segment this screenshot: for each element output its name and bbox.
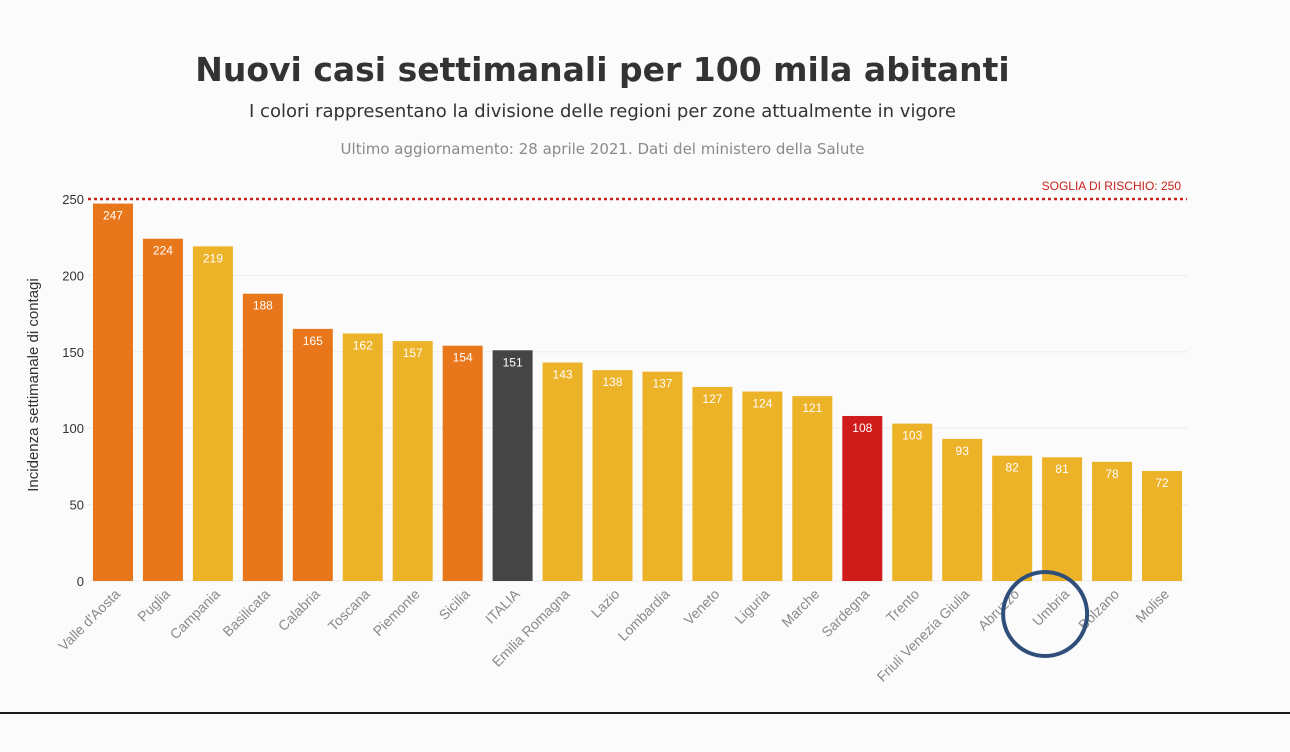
y-axis-label: Incidenza settimanale di contagi [25,278,42,491]
x-tick-label: Piemonte [370,586,423,639]
x-tick-label: Veneto [680,586,722,628]
bar-value-label: 137 [652,377,672,391]
y-tick-label: 250 [62,192,84,207]
bar-value-label: 247 [103,209,123,223]
bar [1042,457,1083,581]
x-tick-label: Valle d'Aosta [55,586,123,654]
bar [892,423,933,581]
x-tick-label: Liguria [731,586,772,627]
x-tick-label: Lombardia [615,586,673,644]
bar-value-label: 143 [553,367,573,381]
x-tick-label: Umbria [1029,586,1072,629]
bar-value-label: 219 [203,251,223,265]
x-tick-label: Campania [167,586,224,643]
bar [442,345,483,581]
highlight-circle [1001,570,1090,658]
bar-value-label: 72 [1155,476,1169,490]
y-tick-label: 100 [62,421,84,436]
y-tick-label: 200 [62,268,84,283]
bar-value-label: 151 [503,355,523,369]
bar-value-label: 157 [403,346,423,360]
y-tick-label: 0 [77,574,84,589]
bar [292,328,333,581]
bar [992,455,1033,581]
threshold-line: SOGLIA DI RISCHIO: 250 [88,179,1187,201]
bar [192,246,233,582]
bar-value-label: 124 [752,397,772,411]
bar-value-label: 138 [603,375,623,389]
bar [242,293,283,581]
y-axis-ticks: 0 50 100 150 200 250 [62,192,84,589]
bar-value-label: 82 [1005,461,1019,475]
chart-update-note: Ultimo aggiornamento: 28 aprile 2021. Da… [340,140,865,158]
bar-value-label: 224 [153,244,173,258]
y-tick-label: 50 [70,498,84,513]
bar [592,370,633,581]
bar [692,386,733,581]
bar [1142,470,1183,581]
bar-value-label: 162 [353,338,373,352]
bar [792,396,833,581]
bar-value-label: 154 [453,351,473,365]
bar [142,238,183,581]
bar [942,438,983,581]
bar-value-label: 108 [852,421,872,435]
x-tick-label: Lazio [588,586,623,621]
y-tick-label: 150 [62,345,84,360]
bar-value-label: 121 [802,401,822,415]
bar-value-label: 81 [1055,462,1069,476]
bar [642,371,683,581]
x-tick-label: Abruzzo [975,586,1023,634]
chart-title: Nuovi casi settimanali per 100 mila abit… [195,50,1010,89]
bottom-rule [0,712,1290,714]
chart-subtitle: I colori rappresentano la divisione dell… [249,101,956,122]
bar [842,415,883,581]
x-tick-label: Basilicata [219,586,273,640]
threshold-label: SOGLIA DI RISCHIO: 250 [1042,179,1182,193]
highlight-circle-shape [1001,570,1090,658]
x-tick-label: Molise [1132,586,1172,626]
bar [742,391,783,581]
bar [1092,461,1133,581]
bar-value-label: 93 [956,444,970,458]
bars: 247 224 219 188 165 162 157 154 151 143 138 137 127 1… [92,203,1183,582]
bar-value-label: 103 [902,429,922,443]
bar [92,203,133,582]
x-tick-label: Toscana [325,586,373,634]
bar-value-label: 127 [702,392,722,406]
x-tick-label: Sicilia [436,586,473,623]
bar [342,333,383,581]
x-tick-label: Trento [883,586,923,626]
bar [392,341,433,581]
bar [492,350,533,581]
x-tick-label: Marche [778,586,822,630]
bar-value-label: 188 [253,299,273,313]
x-tick-label: Sardegna [818,586,872,640]
x-tick-label: ITALIA [482,585,523,626]
bar-value-label: 78 [1105,467,1119,481]
bar [542,362,583,581]
x-tick-label: Puglia [134,586,173,625]
bar-value-label: 165 [303,334,323,348]
x-tick-label: Calabria [275,586,323,634]
x-tick-label: Friuli Venezia Giulia [874,586,973,685]
